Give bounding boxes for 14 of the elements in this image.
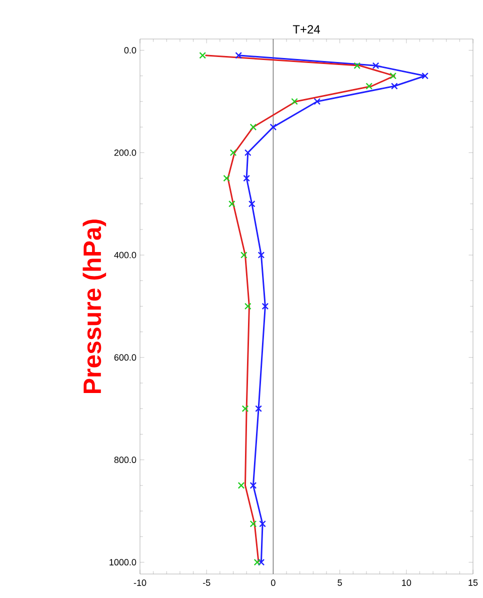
x-tick-label: -5 — [203, 580, 210, 586]
y-tick-label: 800.0 — [114, 456, 136, 464]
y-axis-title: Pressure (hPa) — [82, 220, 106, 394]
x-tick-label: 0 — [271, 580, 276, 586]
x-tick-label: 10 — [402, 580, 412, 586]
x-tick-label: 15 — [468, 580, 478, 586]
chart-title: T+24 — [292, 25, 320, 34]
y-tick-label: 600.0 — [114, 354, 136, 361]
x-tick-label: -10 — [134, 580, 146, 586]
y-tick-label: 400.0 — [114, 252, 136, 258]
x-tick-label: 5 — [338, 580, 342, 586]
y-tick-label: 1000.0 — [110, 559, 136, 566]
y-tick-label: 200.0 — [114, 149, 136, 156]
y-tick-label: 0.0 — [124, 47, 136, 54]
